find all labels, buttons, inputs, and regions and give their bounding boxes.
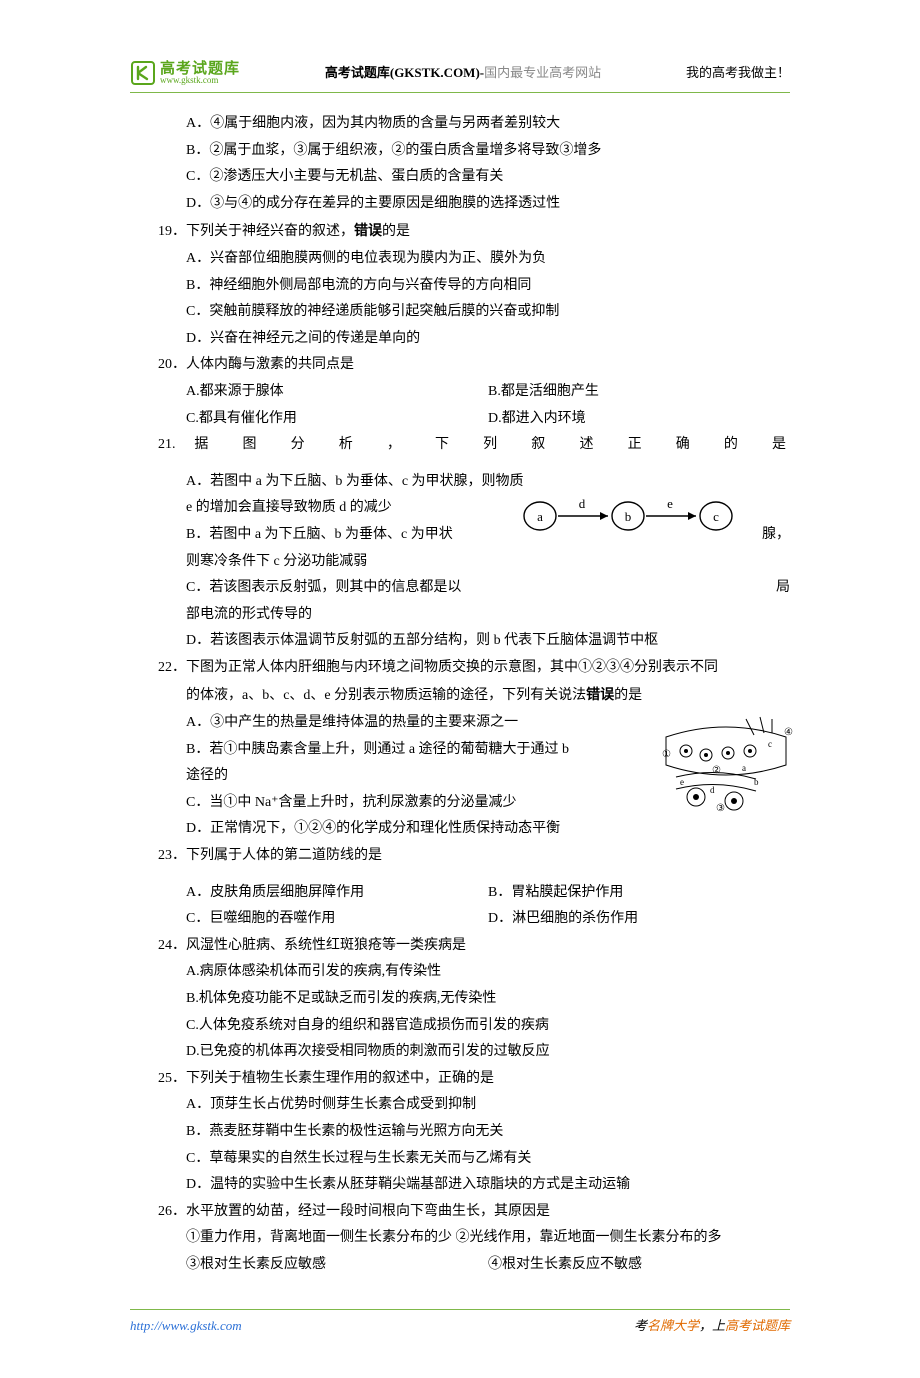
q25-stem: 25．下列关于植物生长素生理作用的叙述中，正确的是 (130, 1066, 790, 1093)
q21-c1: C．若该图表示反射弧，则其中的信息都是以 (186, 575, 461, 602)
node-b: b (625, 509, 632, 524)
page-header: 高考试题库 www.gkstk.com 高考试题库(GKSTK.COM)-国内最… (130, 60, 790, 93)
q21-b1: B．若图中 a 为下丘脑、b 为垂体、c 为甲状 (186, 522, 453, 549)
q22-stem2-pre: 的体液，a、b、c、d、e 分别表示物质运输的途径，下列有关说法 (186, 688, 586, 703)
q21-block: 21. 据 图 分 析 ， 下 列 叙 述 正 确 的 是 A．若图中 a 为下… (130, 432, 790, 655)
logo-icon (130, 60, 156, 86)
q24-stem: 24．风湿性心脏病、系统性红斑狼疮等一类疾病是 (130, 933, 790, 960)
svg-text:①: ① (662, 749, 671, 760)
q23-d: D．淋巴细胞的杀伤作用 (488, 906, 790, 933)
q22-stem1: 22．下图为正常人体内肝细胞与内环境之间物质交换的示意图，其中①②③④分别表示不… (130, 655, 790, 682)
footer-p1: 考 (634, 1318, 647, 1333)
q19-stem-bold: 错误 (354, 222, 382, 238)
svg-text:c: c (768, 739, 772, 749)
q23-stem: 23．下列属于人体的第二道防线的是 (130, 843, 790, 870)
q21-c2: 部电流的形式传导的 (130, 602, 790, 629)
page-footer: http://www.gkstk.com 考名牌大学，上高考试题库 (130, 1309, 790, 1339)
logo-text: 高考试题库 www.gkstk.com (160, 61, 240, 85)
q19-d: D．兴奋在神经元之间的传递是单向的 (130, 326, 790, 353)
logo-url: www.gkstk.com (160, 76, 240, 85)
q23-row1: A．皮肤角质层细胞屏障作用 B．胃粘膜起保护作用 (130, 880, 790, 907)
q19-stem: 19．下列关于神经兴奋的叙述，错误的是 (130, 217, 790, 246)
svg-text:b: b (754, 777, 759, 787)
q26-stem: 26．水平放置的幼苗，经过一段时间根向下弯曲生长，其原因是 (130, 1199, 790, 1226)
footer-o1: 名牌大学 (647, 1318, 699, 1333)
q21-c-row: C．若该图表示反射弧，则其中的信息都是以 局 (130, 575, 790, 602)
header-center-bold: 高考试题库(GKSTK.COM)- (325, 65, 484, 80)
q20-row2: C.都具有催化作用 D.都进入内环境 (130, 406, 790, 433)
q25-d: D．温特的实验中生长素从胚芽鞘尖端基部进入琼脂块的方式是主动运输 (130, 1172, 790, 1199)
q22-stem2: 的体液，a、b、c、d、e 分别表示物质运输的途径，下列有关说法错误的是 (130, 681, 790, 710)
svg-text:e: e (680, 777, 684, 787)
q24-c: C.人体免疫系统对自身的组织和器官造成损伤而引发的疾病 (130, 1013, 790, 1040)
q19-c: C．突触前膜释放的神经递质能够引起突触后膜的兴奋或抑制 (130, 299, 790, 326)
content: A．④属于细胞内液，因为其内物质的含量与另两者差别较大 B．②属于血浆，③属于组… (130, 111, 790, 1279)
q23-a: A．皮肤角质层细胞屏障作用 (186, 880, 488, 907)
q25-b: B．燕麦胚芽鞘中生长素的极性运输与光照方向无关 (130, 1119, 790, 1146)
q20-d: D.都进入内环境 (488, 406, 790, 433)
q19-b: B．神经细胞外侧局部电流的方向与兴奋传导的方向相同 (130, 273, 790, 300)
q23-row2: C．巨噬细胞的吞噬作用 D．淋巴细胞的杀伤作用 (130, 906, 790, 933)
q25-a: A．顶芽生长占优势时侧芽生长素合成受到抑制 (130, 1092, 790, 1119)
q24-d: D.已免疫的机体再次接受相同物质的刺激而引发的过敏反应 (130, 1039, 790, 1066)
svg-text:③: ③ (716, 803, 725, 814)
q21-c1-tail: 局 (776, 575, 790, 602)
q22-stem2-bold: 错误 (586, 686, 614, 702)
q21-d: D．若该图表示体温调节反射弧的五部分结构，则 b 代表下丘脑体温调节中枢 (130, 628, 790, 655)
node-a: a (537, 509, 543, 524)
q20-row1: A.都来源于腺体 B.都是活细胞产生 (130, 379, 790, 406)
q22-diagram: ① ② ③ ④ a b c d e (656, 707, 796, 828)
q21-diagram: a d b e c (520, 488, 750, 555)
q23-c: C．巨噬细胞的吞噬作用 (186, 906, 488, 933)
q25-c: C．草莓果实的自然生长过程与生长素无关而与乙烯有关 (130, 1146, 790, 1173)
header-center-gray: 国内最专业高考网站 (484, 65, 601, 80)
logo-title: 高考试题库 (160, 61, 240, 76)
svg-text:a: a (742, 763, 746, 773)
q21-stem: 21. 据 图 分 析 ， 下 列 叙 述 正 确 的 是 (130, 432, 790, 459)
q20-a: A.都来源于腺体 (186, 379, 488, 406)
q21-b1-tail: 腺， (762, 522, 790, 549)
q24-b: B.机体免疫功能不足或缺乏而引发的疾病,无传染性 (130, 986, 790, 1013)
q20-c: C.都具有催化作用 (186, 406, 488, 433)
q22-block: 22．下图为正常人体内肝细胞与内环境之间物质交换的示意图，其中①②③④分别表示不… (130, 655, 790, 843)
footer-url[interactable]: http://www.gkstk.com (130, 1314, 242, 1339)
q20-stem: 20．人体内酶与激素的共同点是 (130, 352, 790, 379)
spacer (130, 870, 790, 880)
header-center: 高考试题库(GKSTK.COM)-国内最专业高考网站 (325, 61, 601, 86)
lead-opt-a: A．④属于细胞内液，因为其内物质的含量与另两者差别较大 (130, 111, 790, 138)
lead-opt-b: B．②属于血浆，③属于组织液，②的蛋白质含量增多将导致③增多 (130, 138, 790, 165)
edge-d: d (579, 496, 586, 511)
header-right: 我的高考我做主！ (686, 61, 790, 86)
q26-l2b: ④根对生长素反应不敏感 (488, 1252, 790, 1279)
q19-stem-pre: 19．下列关于神经兴奋的叙述， (158, 224, 354, 239)
q22-stem2-post: 的是 (614, 688, 642, 703)
logo: 高考试题库 www.gkstk.com (130, 60, 240, 86)
footer-o2: 高考试题库 (725, 1318, 790, 1333)
q20-b: B.都是活细胞产生 (488, 379, 790, 406)
svg-text:d: d (710, 785, 715, 795)
spacer (130, 459, 790, 469)
q23-b: B．胃粘膜起保护作用 (488, 880, 790, 907)
page: 高考试题库 www.gkstk.com 高考试题库(GKSTK.COM)-国内最… (0, 0, 920, 1378)
edge-e: e (667, 496, 673, 511)
q26-l1: ①重力作用，背离地面一侧生长素分布的少 ②光线作用，靠近地面一侧生长素分布的多 (130, 1225, 790, 1252)
q19-a: A．兴奋部位细胞膜两侧的电位表现为膜内为正、膜外为负 (130, 246, 790, 273)
svg-text:②: ② (712, 765, 721, 776)
footer-slogan: 考名牌大学，上高考试题库 (634, 1314, 790, 1339)
q19-stem-post: 的是 (382, 224, 410, 239)
q26-l2a: ③根对生长素反应敏感 (186, 1252, 488, 1279)
lead-opt-d: D．③与④的成分存在差异的主要原因是细胞膜的选择透过性 (130, 191, 790, 218)
lead-opt-c: C．②渗透压大小主要与无机盐、蛋白质的含量有关 (130, 164, 790, 191)
q24-a: A.病原体感染机体而引发的疾病,有传染性 (130, 959, 790, 986)
svg-text:④: ④ (784, 727, 793, 738)
footer-p2: ，上 (699, 1318, 725, 1333)
q26-l2: ③根对生长素反应敏感 ④根对生长素反应不敏感 (130, 1252, 790, 1279)
node-c: c (713, 509, 719, 524)
